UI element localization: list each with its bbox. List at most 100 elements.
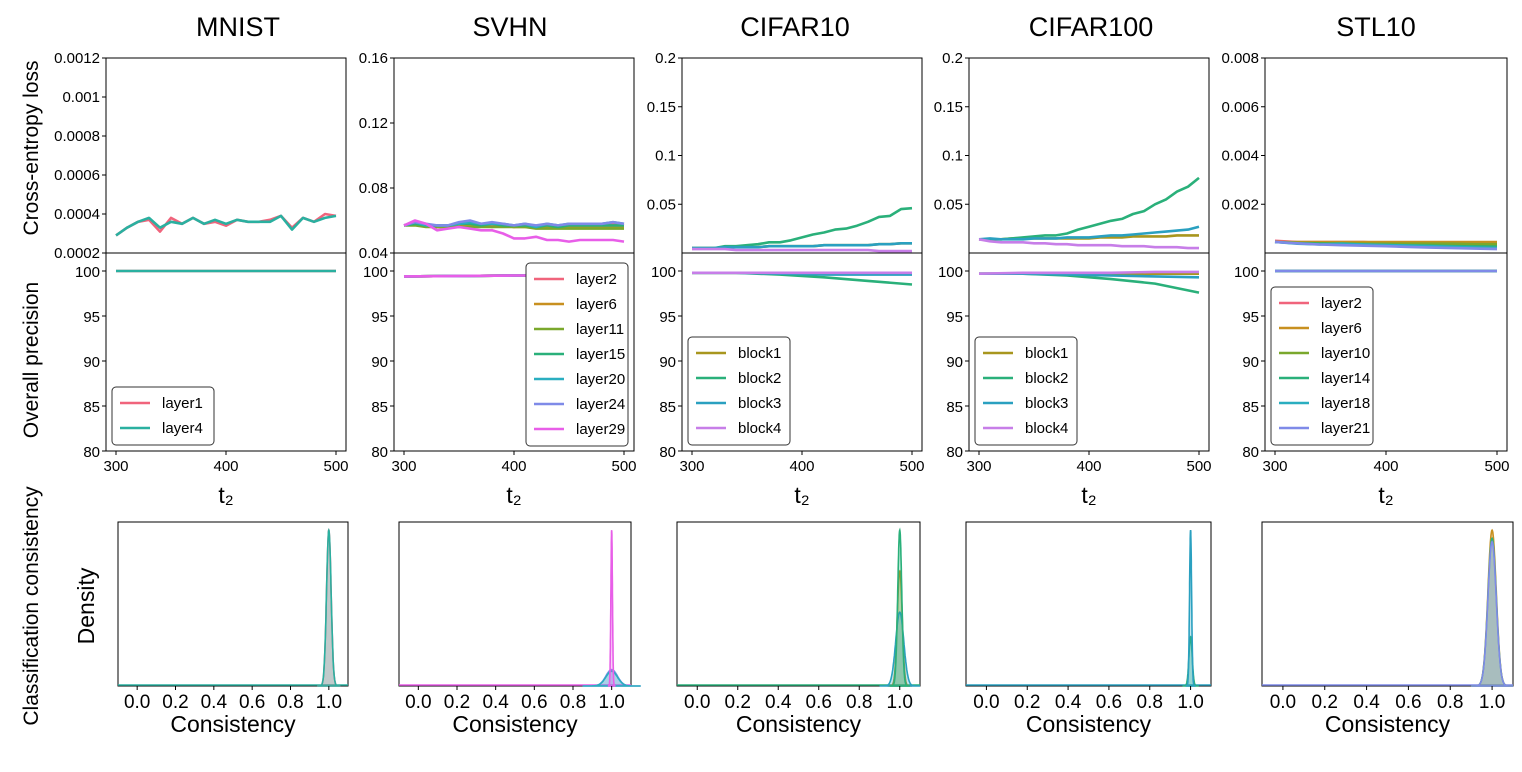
precision-ytick-label: 80 bbox=[1242, 444, 1259, 461]
loss-ytick-label: 0.1 bbox=[942, 148, 963, 165]
precision-xtick-label: 300 bbox=[103, 458, 128, 475]
precision-xlabel: t₂ bbox=[218, 482, 233, 508]
chart-title: STL10 bbox=[1336, 12, 1416, 42]
precision-xtick-label: 500 bbox=[611, 458, 636, 475]
legend-label: layer18 bbox=[1321, 395, 1370, 412]
legend-box bbox=[111, 386, 215, 446]
precision-ytick-label: 95 bbox=[946, 309, 963, 326]
density-xtick-label: 0.6 bbox=[806, 692, 832, 713]
density-xlabel: Consistency bbox=[1325, 711, 1451, 737]
density-ylabel: Density bbox=[73, 567, 99, 644]
density-xtick-label: 0.4 bbox=[482, 692, 509, 713]
legend-label: layer4 bbox=[162, 420, 203, 437]
density-xtick-label: 0.8 bbox=[1437, 692, 1463, 713]
loss-ytick-label: 0.15 bbox=[647, 99, 676, 116]
precision-xtick-label: 400 bbox=[213, 458, 238, 475]
density-xtick-label: 0.2 bbox=[725, 692, 751, 713]
density-xtick-label: 1.0 bbox=[316, 692, 342, 713]
loss-axes-frame bbox=[681, 57, 923, 254]
row-label-precision: Overall precision bbox=[20, 282, 43, 438]
legend-label: layer2 bbox=[576, 271, 617, 288]
loss-ytick-label: 0.2 bbox=[655, 50, 676, 67]
precision-xtick-label: 300 bbox=[1262, 458, 1287, 475]
legend-box bbox=[687, 336, 791, 446]
loss-ytick-label: 0.0004 bbox=[54, 206, 100, 223]
loss-series-layer21 bbox=[1274, 240, 1498, 251]
density-xtick-label: 0.2 bbox=[1312, 692, 1338, 713]
density-xtick-label: 0.0 bbox=[1270, 692, 1296, 713]
precision-ytick-label: 80 bbox=[83, 444, 100, 461]
density-axes-frame bbox=[965, 521, 1212, 687]
precision-xtick-label: 300 bbox=[391, 458, 416, 475]
density-xtick-label: 0.0 bbox=[684, 692, 710, 713]
chart-title: CIFAR10 bbox=[740, 12, 850, 42]
legend-label: block2 bbox=[738, 370, 781, 387]
density-xtick-label: 0.4 bbox=[201, 692, 228, 713]
precision-ytick-label: 100 bbox=[651, 264, 676, 281]
loss-ytick-label: 0.002 bbox=[1221, 196, 1259, 213]
legend-label: layer6 bbox=[576, 296, 617, 313]
legend-label: block2 bbox=[1025, 370, 1068, 387]
density-axes-frame bbox=[676, 521, 921, 687]
precision-ytick-label: 95 bbox=[659, 309, 676, 326]
density-xtick-label: 1.0 bbox=[1479, 692, 1505, 713]
legend-label: layer20 bbox=[576, 371, 625, 388]
legend-label: block1 bbox=[738, 345, 781, 362]
density-peak-layer20 bbox=[582, 670, 641, 687]
precision-ytick-label: 100 bbox=[938, 264, 963, 281]
precision-ytick-label: 80 bbox=[946, 444, 963, 461]
precision-ytick-label: 90 bbox=[1242, 354, 1259, 371]
density-xtick-label: 0.2 bbox=[1014, 692, 1040, 713]
precision-ytick-label: 80 bbox=[659, 444, 676, 461]
precision-ytick-label: 80 bbox=[371, 444, 388, 461]
loss-ytick-label: 0.2 bbox=[942, 50, 963, 67]
loss-ytick-label: 0.04 bbox=[359, 245, 388, 262]
legend-label: layer2 bbox=[1321, 295, 1362, 312]
density-peak-block2 bbox=[1182, 635, 1199, 687]
loss-series-block3 bbox=[692, 242, 912, 250]
density-xtick-label: 0.6 bbox=[1096, 692, 1122, 713]
density-xtick-label: 0.8 bbox=[846, 692, 872, 713]
precision-ytick-label: 85 bbox=[1242, 399, 1259, 416]
precision-xtick-label: 500 bbox=[1186, 458, 1211, 475]
legend-box bbox=[525, 262, 629, 447]
precision-ytick-label: 95 bbox=[83, 309, 100, 326]
density-xlabel: Consistency bbox=[170, 711, 296, 737]
density-xlabel: Consistency bbox=[736, 711, 862, 737]
legend-label: layer14 bbox=[1321, 370, 1370, 387]
density-peak-layer21 bbox=[1471, 540, 1513, 687]
legend-label: layer15 bbox=[576, 346, 625, 363]
chart-title: SVHN bbox=[472, 12, 547, 42]
precision-ytick-label: 85 bbox=[946, 399, 963, 416]
density-xtick-label: 0.6 bbox=[1395, 692, 1421, 713]
loss-ytick-label: 0.05 bbox=[647, 196, 676, 213]
precision-series-block4 bbox=[978, 270, 1199, 275]
density-peak-block2 bbox=[889, 527, 910, 687]
precision-ytick-label: 90 bbox=[371, 354, 388, 371]
precision-xtick-label: 400 bbox=[501, 458, 526, 475]
loss-series-layer29 bbox=[403, 219, 625, 243]
density-xtick-label: 0.8 bbox=[560, 692, 586, 713]
density-axes-frame bbox=[117, 521, 349, 687]
density-axes-frame bbox=[1261, 521, 1514, 687]
legend-label: layer29 bbox=[576, 421, 625, 438]
density-xlabel: Consistency bbox=[1026, 711, 1152, 737]
precision-ytick-label: 90 bbox=[946, 354, 963, 371]
precision-ytick-label: 100 bbox=[363, 264, 388, 281]
legend-label: layer1 bbox=[162, 395, 203, 412]
loss-ytick-label: 0.001 bbox=[62, 89, 100, 106]
legend-label: layer11 bbox=[576, 321, 624, 338]
density-axes-frame bbox=[398, 521, 632, 687]
density-xtick-label: 0.2 bbox=[162, 692, 188, 713]
legend-label: block3 bbox=[1025, 395, 1068, 412]
chart-column-1: SVHN 0.04 0.08 0.12 0.16 80 85 90 95 100 300 400 500… bbox=[359, 12, 641, 737]
precision-xtick-label: 500 bbox=[323, 458, 348, 475]
legend-label: layer21 bbox=[1321, 420, 1370, 437]
chart-column-2: CIFAR10 0.05 0.1 0.15 0.2 80 85 90 95 100 300 400 50… bbox=[647, 12, 925, 737]
loss-ytick-label: 0.0012 bbox=[54, 50, 100, 67]
loss-axes-frame bbox=[1264, 57, 1508, 254]
density-xtick-label: 0.4 bbox=[765, 692, 792, 713]
loss-series-block2 bbox=[692, 206, 913, 250]
legend-label: block3 bbox=[738, 395, 781, 412]
